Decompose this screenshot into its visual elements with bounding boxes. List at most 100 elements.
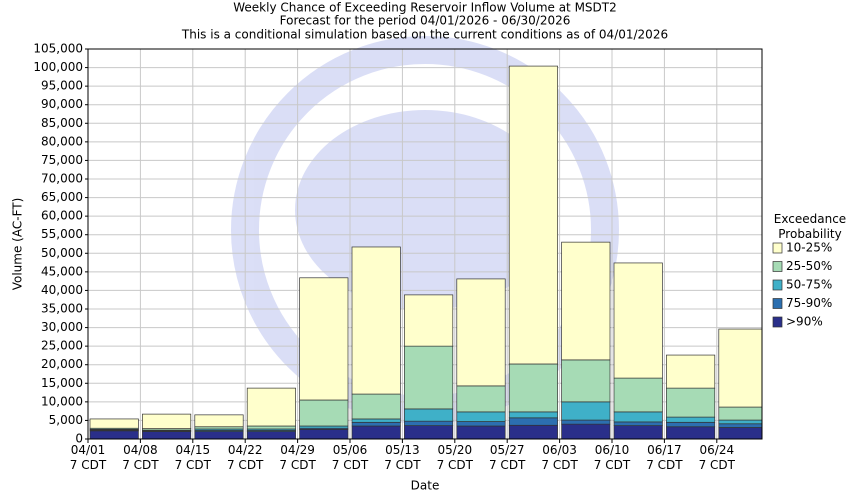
bar-segment bbox=[718, 406, 762, 421]
bar-segment bbox=[246, 425, 296, 430]
bar-segment bbox=[351, 418, 401, 423]
bar-segment bbox=[508, 424, 558, 439]
y-tick-label: 40,000 bbox=[41, 283, 83, 297]
bar-segment bbox=[299, 399, 349, 427]
bar-segment bbox=[613, 411, 663, 423]
bar-segment bbox=[89, 418, 139, 429]
y-tick-label: 60,000 bbox=[41, 209, 83, 223]
y-tick-label: 65,000 bbox=[41, 190, 83, 204]
y-axis-label: Volume (AC-FT) bbox=[11, 198, 25, 291]
legend-label: 25-50% bbox=[786, 259, 832, 273]
bar-segment bbox=[508, 417, 558, 426]
bar-segment bbox=[456, 421, 506, 427]
bar-segment bbox=[404, 294, 454, 347]
x-tick-label: 04/01 7 CDT bbox=[69, 443, 107, 472]
bar-segment bbox=[718, 423, 762, 428]
legend-swatch bbox=[772, 279, 783, 291]
y-tick-label: 20,000 bbox=[41, 357, 83, 371]
bar-segment bbox=[142, 413, 192, 429]
legend-swatch bbox=[772, 242, 783, 254]
chart-note: This is a conditional simulation based o… bbox=[181, 28, 668, 42]
legend-swatch bbox=[772, 298, 783, 309]
legend-label: 75-90% bbox=[786, 296, 832, 310]
x-tick-label: 04/29 7 CDT bbox=[279, 443, 316, 472]
chart-subtitle: Forecast for the period 04/01/2026 - 06/… bbox=[280, 14, 571, 28]
bar-segment bbox=[561, 359, 611, 403]
bar-segment bbox=[404, 420, 454, 426]
legend-label: >90% bbox=[786, 315, 823, 329]
y-tick-label: 90,000 bbox=[41, 97, 83, 111]
y-tick-label: 10,000 bbox=[41, 394, 83, 408]
bar-segment bbox=[456, 411, 506, 422]
y-tick-label: 70,000 bbox=[41, 172, 83, 186]
bar-segment bbox=[561, 419, 611, 425]
y-tick-label: 105,000 bbox=[33, 42, 83, 56]
y-tick-label: 35,000 bbox=[41, 302, 83, 316]
bar-segment bbox=[89, 430, 139, 439]
y-tick-label: 85,000 bbox=[41, 116, 83, 130]
bar-segment bbox=[351, 425, 401, 439]
x-tick-label: 06/03 7 CDT bbox=[541, 443, 578, 472]
legend-swatch bbox=[772, 316, 783, 328]
legend-title: Exceedance Probability bbox=[773, 212, 847, 241]
x-tick-label: 04/15 7 CDT bbox=[174, 443, 211, 472]
y-tick-label: 100,000 bbox=[33, 60, 83, 74]
bar-segment bbox=[666, 354, 716, 389]
x-tick-label: 05/27 7 CDT bbox=[488, 443, 526, 472]
x-tick-label: 04/08 7 CDT bbox=[122, 443, 159, 472]
bar-segment bbox=[718, 328, 762, 408]
bar-segment bbox=[508, 363, 558, 413]
legend-swatch bbox=[772, 261, 783, 272]
x-tick-label: 04/22 7 CDT bbox=[226, 443, 264, 472]
bar-segment bbox=[613, 425, 663, 439]
bar-segment bbox=[508, 411, 558, 419]
bar-segment bbox=[404, 425, 454, 439]
bar-segment bbox=[666, 426, 716, 439]
bar-segment bbox=[299, 277, 349, 401]
bar-segment bbox=[561, 423, 611, 439]
y-tick-label: 45,000 bbox=[41, 264, 83, 278]
bar-segment bbox=[404, 345, 454, 410]
x-tick-label: 05/06 7 CDT bbox=[331, 443, 369, 472]
bar-segment bbox=[351, 246, 401, 395]
bar-segment bbox=[142, 431, 192, 439]
bar-segment bbox=[666, 421, 716, 428]
bar-segment bbox=[613, 377, 663, 413]
y-tick-label: 55,000 bbox=[41, 227, 83, 241]
bar-segment bbox=[456, 278, 506, 387]
bar-segment bbox=[613, 262, 663, 379]
y-tick-label: 5,000 bbox=[49, 413, 83, 427]
bar-segment bbox=[194, 431, 244, 439]
y-tick-label: 50,000 bbox=[41, 246, 83, 260]
legend-label: 50-75% bbox=[786, 278, 832, 292]
chart-title: Weekly Chance of Exceeding Reservoir Inf… bbox=[233, 1, 617, 15]
x-tick-label: 06/17 7 CDT bbox=[646, 443, 683, 472]
y-tick-label: 25,000 bbox=[41, 339, 83, 353]
bar-segment bbox=[666, 387, 716, 418]
bar-segment bbox=[351, 421, 401, 427]
y-tick-label: 0 bbox=[75, 432, 83, 446]
bar-segment bbox=[613, 421, 663, 426]
bar-segment bbox=[404, 408, 454, 422]
bar-segment bbox=[561, 241, 611, 361]
x-tick-label: 06/10 7 CDT bbox=[593, 443, 631, 472]
bar-segment bbox=[666, 416, 716, 423]
x-axis-label: Date bbox=[411, 479, 440, 493]
bar-segment bbox=[561, 401, 611, 421]
bar-segment bbox=[299, 428, 349, 439]
x-tick-label: 06/24 7 CDT bbox=[698, 443, 735, 472]
bar-segment bbox=[718, 427, 762, 439]
bar-segment bbox=[194, 414, 244, 428]
bar-segment bbox=[246, 387, 296, 427]
y-tick-label: 80,000 bbox=[41, 134, 83, 148]
bar-segment bbox=[351, 393, 401, 420]
legend-label: 10-25% bbox=[786, 241, 832, 255]
bar-segment bbox=[456, 385, 506, 413]
bar-segment bbox=[718, 419, 762, 425]
x-tick-label: 05/13 7 CDT bbox=[384, 443, 421, 472]
bar-segment bbox=[246, 431, 296, 439]
y-tick-label: 75,000 bbox=[41, 153, 83, 167]
plot-border bbox=[87, 48, 763, 440]
